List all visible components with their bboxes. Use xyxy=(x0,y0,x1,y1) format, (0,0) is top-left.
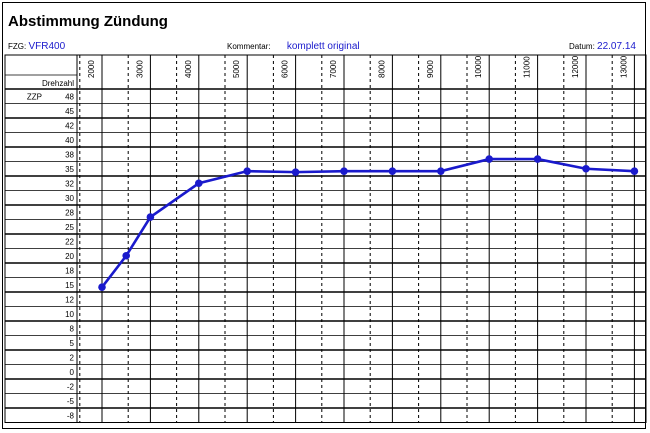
y-tick-label: 48 xyxy=(65,92,74,101)
x-tick-label: 4000 xyxy=(184,60,193,78)
y-tick-label: 15 xyxy=(65,281,74,290)
y-tick-label: 35 xyxy=(65,165,74,174)
datum-value: 22.07.14 xyxy=(597,41,636,52)
x-tick-label: 3000 xyxy=(135,60,144,78)
y-tick-label: 28 xyxy=(65,208,74,217)
y-tick-label: 18 xyxy=(65,266,74,275)
data-point xyxy=(291,168,300,176)
fzg-field: FZG: VFR400 xyxy=(8,41,65,52)
x-axis-label: Drehzahl xyxy=(42,79,74,88)
x-tick-label: 11000 xyxy=(523,56,532,78)
x-tick-label: 5000 xyxy=(232,60,241,78)
data-point xyxy=(437,167,445,175)
y-tick-label: 30 xyxy=(65,194,74,203)
datum-field: Datum: 22.07.14 xyxy=(569,41,636,52)
x-tick-label: 8000 xyxy=(377,60,386,78)
y-tick-label: 10 xyxy=(65,310,74,319)
kommentar-field: Kommentar: komplett original xyxy=(227,41,360,52)
x-tick-label: 12000 xyxy=(571,55,580,78)
y-tick-label: 38 xyxy=(65,150,74,159)
chart-title: Abstimmung Zündung xyxy=(8,13,168,30)
fzg-label: FZG: xyxy=(8,42,27,51)
y-tick-label: 42 xyxy=(65,121,74,130)
chart-area-border xyxy=(4,54,647,423)
data-point xyxy=(582,164,590,173)
data-point xyxy=(122,251,130,260)
datum-label: Datum: xyxy=(569,42,595,51)
y-tick-label: 20 xyxy=(65,252,74,261)
x-tick-label: 6000 xyxy=(281,60,290,78)
x-tick-label: 10000 xyxy=(474,55,483,78)
y-tick-label: -2 xyxy=(67,382,75,391)
data-point xyxy=(98,283,106,291)
y-tick-label: -5 xyxy=(67,397,75,406)
y-tick-label: 2 xyxy=(70,353,75,362)
kommentar-label: Kommentar: xyxy=(227,42,271,51)
y-tick-label: 22 xyxy=(65,237,74,246)
data-point xyxy=(630,167,639,175)
data-point xyxy=(388,167,397,175)
data-point xyxy=(340,167,348,175)
data-point xyxy=(195,179,203,188)
data-point xyxy=(243,167,251,175)
y-axis-label: ZZP xyxy=(27,92,42,101)
data-point xyxy=(146,213,155,221)
data-point xyxy=(485,155,494,163)
y-tick-label: -8 xyxy=(67,411,75,420)
x-tick-label: 13000 xyxy=(619,55,628,78)
y-tick-label: 8 xyxy=(70,324,75,333)
y-tick-label: 25 xyxy=(65,223,74,232)
y-tick-label: 45 xyxy=(65,107,74,116)
y-tick-label: 5 xyxy=(70,339,75,348)
x-tick-label: 7000 xyxy=(329,60,338,78)
y-tick-label: 40 xyxy=(65,136,74,145)
kommentar-value: komplett original xyxy=(286,41,360,52)
fzg-value: VFR400 xyxy=(28,41,66,52)
x-tick-label: 2000 xyxy=(87,60,96,78)
series-line xyxy=(100,157,635,288)
x-tick-label: 9000 xyxy=(426,60,435,78)
y-tick-label: 0 xyxy=(70,368,75,377)
y-tick-label: 12 xyxy=(65,295,74,304)
y-tick-label: 32 xyxy=(65,179,74,188)
data-point xyxy=(533,155,542,163)
